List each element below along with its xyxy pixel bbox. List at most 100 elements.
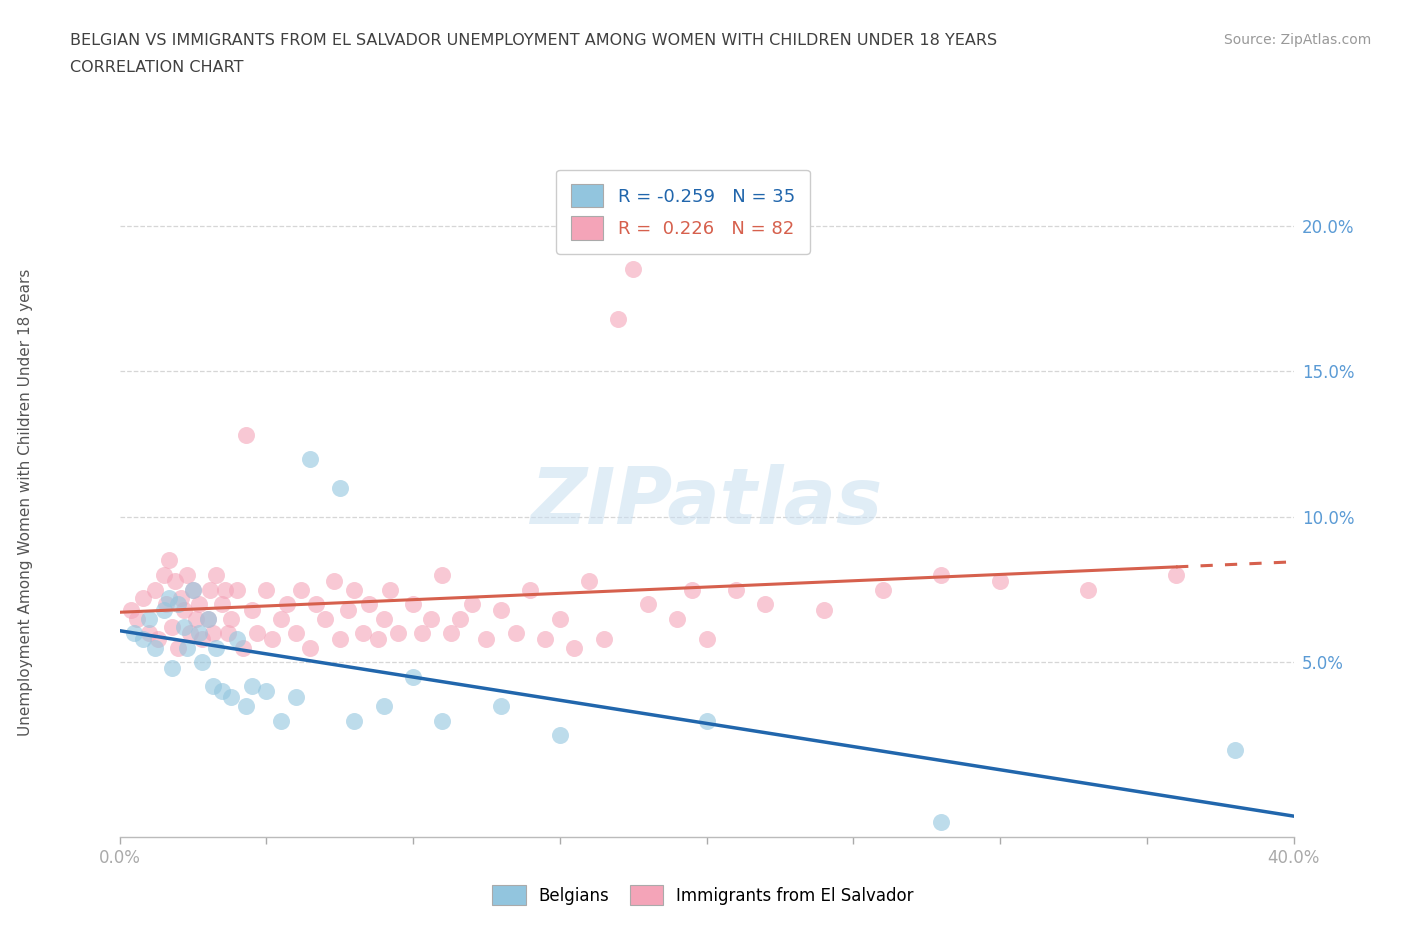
Point	[181, 582, 204, 597]
Point	[240, 603, 263, 618]
Point	[322, 574, 344, 589]
Point	[314, 611, 336, 626]
Point	[578, 574, 600, 589]
Point	[305, 597, 328, 612]
Point	[205, 567, 228, 582]
Point	[534, 631, 557, 646]
Point	[270, 611, 292, 626]
Point	[197, 611, 219, 626]
Point	[240, 678, 263, 693]
Point	[157, 591, 180, 605]
Point	[449, 611, 471, 626]
Point	[211, 684, 233, 698]
Point	[187, 597, 209, 612]
Point	[621, 262, 644, 277]
Point	[187, 626, 209, 641]
Point	[200, 582, 222, 597]
Point	[329, 480, 352, 495]
Point	[143, 582, 166, 597]
Legend: R = -0.259   N = 35, R =  0.226   N = 82: R = -0.259 N = 35, R = 0.226 N = 82	[557, 170, 810, 254]
Point	[127, 611, 149, 626]
Point	[179, 626, 201, 641]
Point	[931, 567, 953, 582]
Point	[270, 713, 292, 728]
Point	[190, 631, 212, 646]
Point	[696, 713, 718, 728]
Point	[1077, 582, 1099, 597]
Point	[357, 597, 380, 612]
Point	[202, 626, 225, 641]
Point	[211, 597, 233, 612]
Point	[432, 567, 454, 582]
Point	[373, 611, 395, 626]
Point	[931, 815, 953, 830]
Point	[219, 690, 242, 705]
Point	[146, 631, 169, 646]
Point	[548, 727, 571, 742]
Point	[343, 582, 366, 597]
Point	[162, 620, 184, 635]
Point	[138, 611, 160, 626]
Point	[132, 631, 155, 646]
Point	[432, 713, 454, 728]
Point	[173, 603, 195, 618]
Point	[564, 641, 586, 656]
Point	[122, 626, 145, 641]
Point	[813, 603, 835, 618]
Point	[872, 582, 894, 597]
Text: ZIPatlas: ZIPatlas	[530, 464, 883, 540]
Point	[1223, 742, 1246, 757]
Point	[120, 603, 142, 618]
Point	[290, 582, 312, 597]
Text: BELGIAN VS IMMIGRANTS FROM EL SALVADOR UNEMPLOYMENT AMONG WOMEN WITH CHILDREN UN: BELGIAN VS IMMIGRANTS FROM EL SALVADOR U…	[70, 33, 997, 47]
Point	[607, 312, 630, 326]
Point	[176, 567, 198, 582]
Point	[173, 620, 195, 635]
Point	[214, 582, 236, 597]
Point	[157, 553, 180, 568]
Point	[152, 567, 174, 582]
Point	[505, 626, 527, 641]
Point	[205, 641, 228, 656]
Point	[519, 582, 541, 597]
Point	[284, 690, 307, 705]
Point	[666, 611, 689, 626]
Point	[232, 641, 254, 656]
Point	[167, 641, 190, 656]
Point	[138, 626, 160, 641]
Point	[217, 626, 239, 641]
Point	[696, 631, 718, 646]
Point	[152, 603, 174, 618]
Point	[724, 582, 747, 597]
Point	[367, 631, 389, 646]
Point	[132, 591, 155, 605]
Point	[419, 611, 441, 626]
Point	[254, 582, 277, 597]
Point	[329, 631, 352, 646]
Point	[337, 603, 360, 618]
Text: CORRELATION CHART: CORRELATION CHART	[70, 60, 243, 75]
Point	[143, 641, 166, 656]
Point	[637, 597, 659, 612]
Point	[548, 611, 571, 626]
Point	[197, 611, 219, 626]
Point	[225, 582, 249, 597]
Point	[299, 451, 322, 466]
Text: Unemployment Among Women with Children Under 18 years: Unemployment Among Women with Children U…	[18, 269, 32, 736]
Point	[378, 582, 401, 597]
Point	[246, 626, 269, 641]
Point	[299, 641, 322, 656]
Legend: Belgians, Immigrants from El Salvador: Belgians, Immigrants from El Salvador	[484, 877, 922, 913]
Point	[402, 597, 425, 612]
Point	[162, 660, 184, 675]
Point	[235, 428, 257, 443]
Point	[343, 713, 366, 728]
Point	[219, 611, 242, 626]
Point	[373, 698, 395, 713]
Point	[284, 626, 307, 641]
Point	[489, 603, 512, 618]
Point	[170, 591, 193, 605]
Point	[167, 597, 190, 612]
Point	[352, 626, 374, 641]
Point	[402, 670, 425, 684]
